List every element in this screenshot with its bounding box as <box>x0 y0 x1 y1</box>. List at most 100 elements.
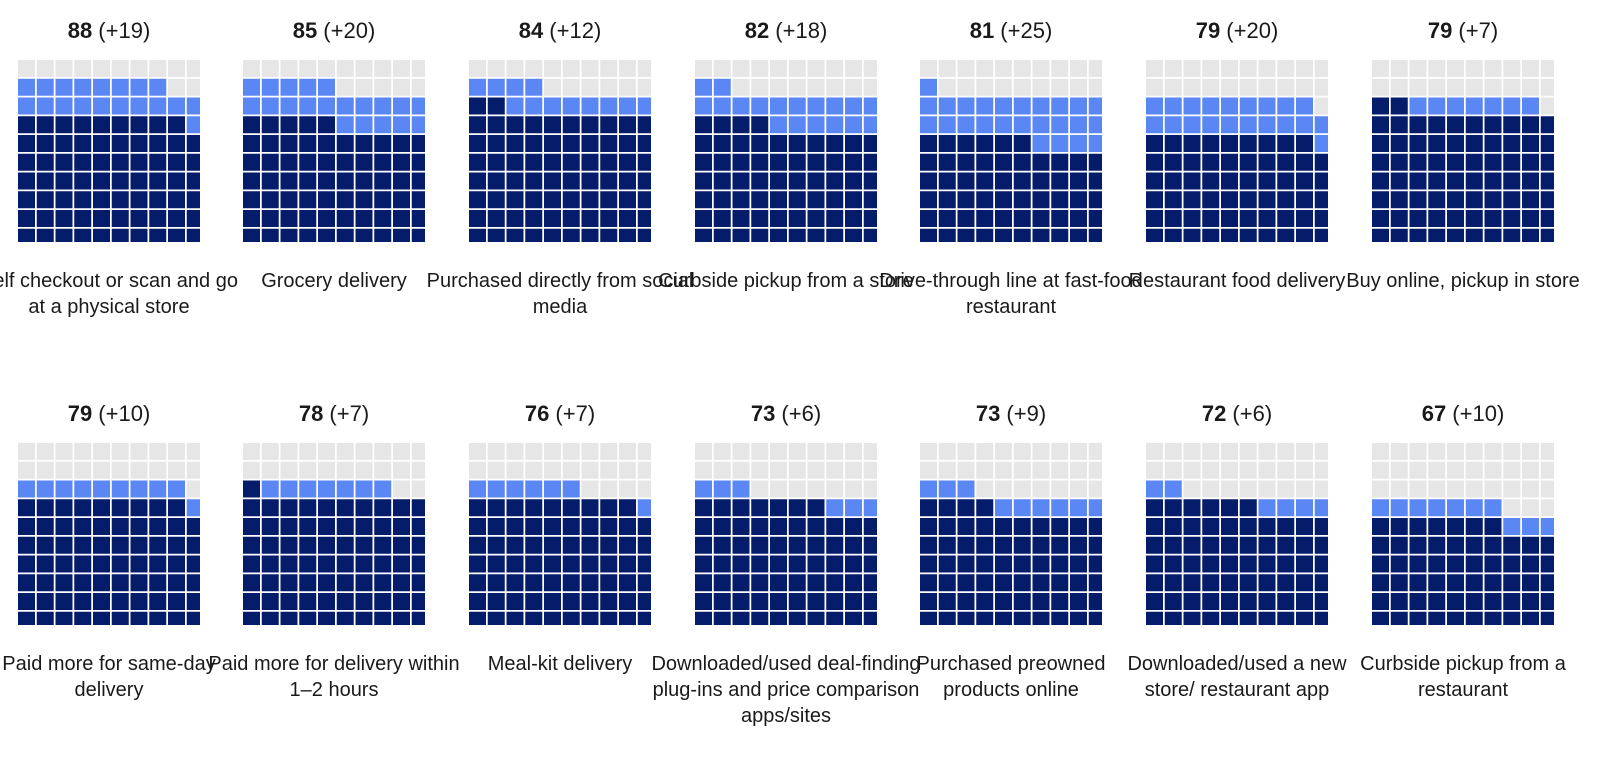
base-square <box>336 611 354 625</box>
base-square <box>487 97 505 115</box>
base-square <box>393 593 410 610</box>
base-square <box>1013 210 1031 227</box>
base-square <box>1503 116 1521 134</box>
empty-square <box>336 461 354 479</box>
base-square <box>1239 172 1257 190</box>
base-square <box>1522 191 1539 209</box>
base-square <box>525 555 543 573</box>
empty-square <box>186 78 200 96</box>
waffle-grid <box>920 443 1102 625</box>
base-square <box>788 536 806 554</box>
increase-square <box>581 97 599 115</box>
base-square <box>374 228 392 242</box>
empty-square <box>1277 60 1295 77</box>
empty-square <box>1447 60 1464 77</box>
increase-square <box>243 78 260 96</box>
empty-square <box>18 60 35 77</box>
base-square <box>280 611 298 625</box>
empty-square <box>1221 443 1238 460</box>
base-square <box>318 536 335 554</box>
empty-square <box>186 480 200 498</box>
base-square <box>544 593 561 610</box>
base-square <box>506 135 524 152</box>
base-square <box>938 191 956 209</box>
base-square <box>713 153 731 171</box>
empty-square <box>976 443 994 460</box>
increase-square <box>863 97 877 115</box>
empty-square <box>130 443 148 460</box>
base-square <box>1484 228 1502 242</box>
base-square <box>1258 210 1276 227</box>
base-square <box>1239 210 1257 227</box>
base-square <box>1032 536 1050 554</box>
empty-square <box>1540 443 1554 460</box>
base-square <box>411 210 425 227</box>
empty-square <box>130 60 148 77</box>
base-square <box>149 518 167 535</box>
base-square <box>695 210 712 227</box>
base-square <box>1164 611 1182 625</box>
base-square <box>336 172 354 190</box>
base-square <box>957 555 975 573</box>
empty-square <box>111 443 129 460</box>
increase-square <box>1013 499 1031 517</box>
base-square <box>581 210 599 227</box>
base-square <box>130 116 148 134</box>
base-square <box>807 499 825 517</box>
base-square <box>374 555 392 573</box>
base-square <box>18 499 35 517</box>
base-square <box>845 210 862 227</box>
increase-square <box>336 116 354 134</box>
base-square <box>920 593 937 610</box>
increase-square <box>1051 135 1069 152</box>
base-square <box>111 116 129 134</box>
base-square <box>111 172 129 190</box>
base-square <box>826 536 844 554</box>
base-square <box>1032 191 1050 209</box>
increase-square <box>845 97 862 115</box>
base-square <box>938 611 956 625</box>
base-square <box>788 191 806 209</box>
base-square <box>1372 611 1389 625</box>
increase-square <box>1296 97 1313 115</box>
increase-square <box>1372 499 1389 517</box>
base-square <box>581 536 599 554</box>
empty-square <box>318 60 335 77</box>
base-square <box>506 611 524 625</box>
base-square <box>1088 518 1102 535</box>
empty-square <box>1239 461 1257 479</box>
empty-square <box>393 60 410 77</box>
increase-square <box>374 97 392 115</box>
base-square <box>374 518 392 535</box>
base-square <box>845 593 862 610</box>
base-square <box>243 555 260 573</box>
base-square <box>1146 228 1163 242</box>
increase-square <box>74 78 92 96</box>
increase-square <box>1013 116 1031 134</box>
empty-square <box>1390 78 1408 96</box>
increase-square <box>1503 518 1521 535</box>
base-square <box>336 135 354 152</box>
empty-square <box>525 461 543 479</box>
empty-square <box>751 78 769 96</box>
base-square <box>336 153 354 171</box>
base-square <box>74 499 92 517</box>
base-square <box>130 499 148 517</box>
empty-square <box>1522 499 1539 517</box>
value-label: 79 <box>67 401 93 426</box>
base-square <box>995 574 1012 592</box>
base-square <box>807 191 825 209</box>
base-square <box>374 135 392 152</box>
empty-square <box>938 78 956 96</box>
empty-square <box>1484 60 1502 77</box>
base-square <box>393 228 410 242</box>
base-square <box>544 228 561 242</box>
base-square <box>469 191 486 209</box>
empty-square <box>1070 443 1087 460</box>
base-square <box>1221 536 1238 554</box>
base-square <box>55 191 73 209</box>
empty-square <box>487 461 505 479</box>
base-square <box>788 153 806 171</box>
base-square <box>355 210 373 227</box>
base-square <box>1409 611 1427 625</box>
